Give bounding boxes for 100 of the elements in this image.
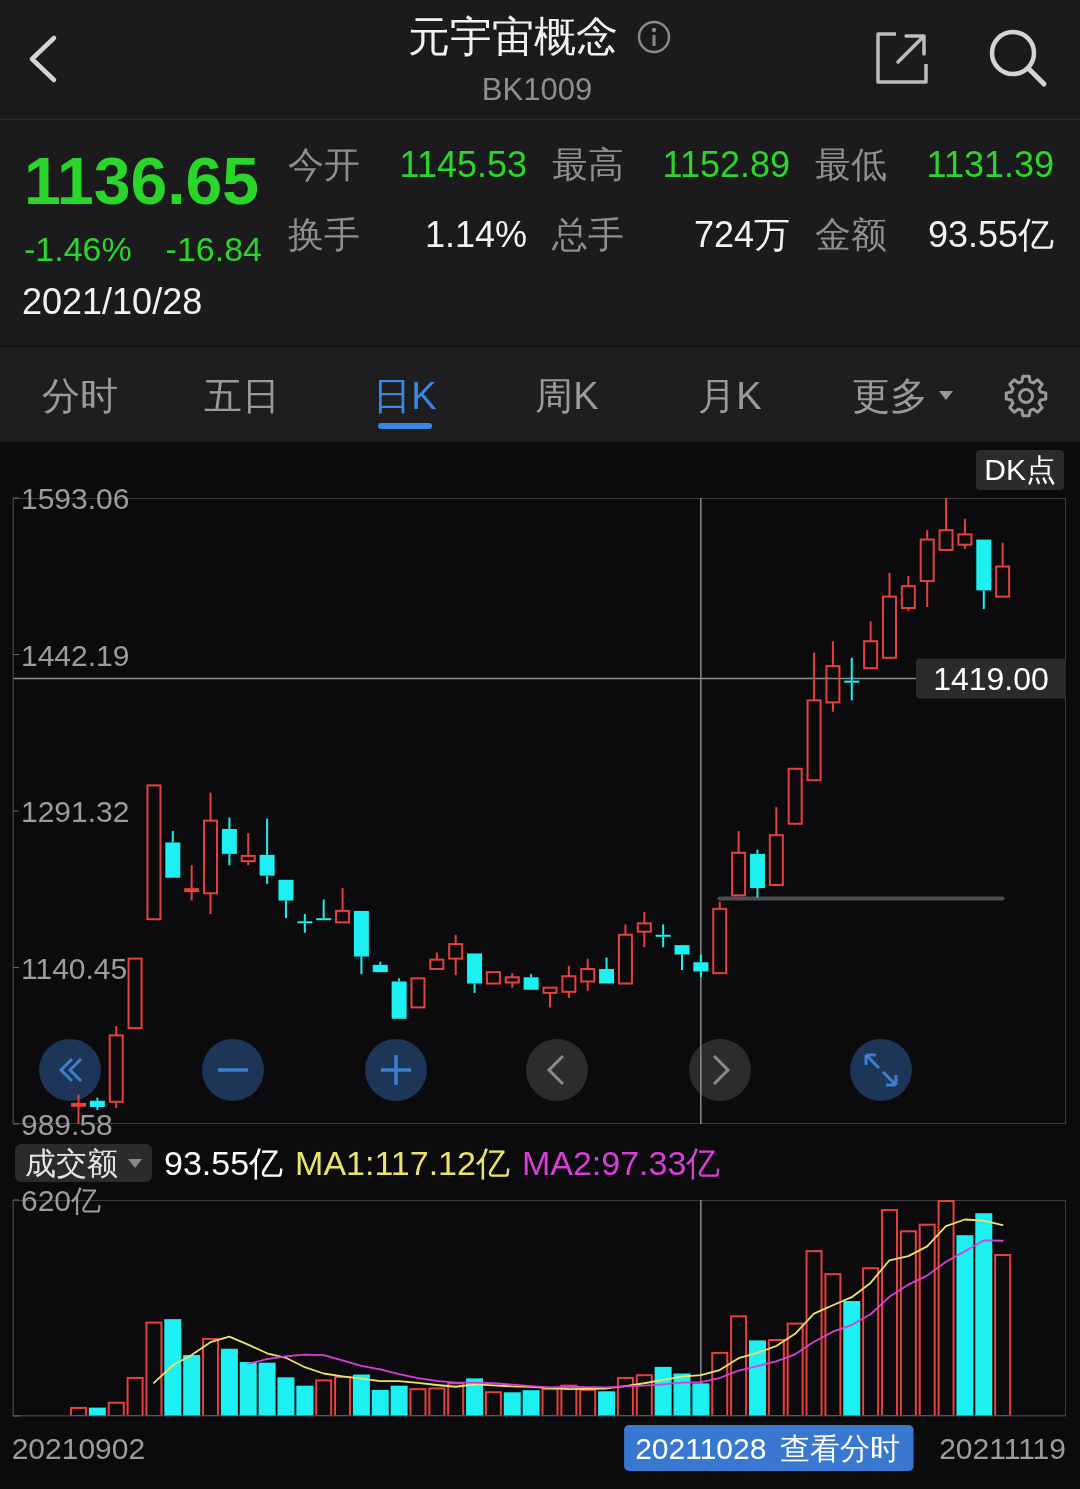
bar (654, 1366, 672, 1416)
text: 1.14% (424, 214, 527, 255)
candlestick (881, 571, 897, 659)
candlestick (599, 956, 615, 984)
bar (484, 1391, 502, 1416)
bar (767, 1339, 785, 1416)
dropdown-button: 成交额 (15, 1144, 152, 1182)
candlestick (749, 848, 765, 899)
bar (466, 1378, 484, 1416)
candlestick (806, 651, 822, 782)
candlestick (674, 945, 690, 972)
text: 分时 (42, 375, 118, 417)
candlestick (844, 656, 860, 702)
y-tick-label: 989.58 (21, 1107, 113, 1141)
bar (862, 1267, 880, 1416)
bar (371, 1389, 389, 1416)
candlestick (146, 784, 162, 921)
candlestick (693, 953, 709, 978)
candlestick (372, 960, 388, 973)
bar (880, 1209, 898, 1416)
bar (409, 1388, 427, 1416)
candlestick (542, 986, 558, 1009)
text: 查看分时 (779, 1431, 900, 1465)
text: MA2:97.33亿 (521, 1144, 721, 1182)
text: 周K (535, 375, 599, 417)
text: 1131.39 (926, 144, 1054, 185)
bar (786, 1322, 804, 1416)
candlestick (467, 953, 483, 994)
bar (730, 1315, 748, 1416)
candlestick (731, 830, 747, 897)
candlestick (278, 879, 294, 920)
candlestick (995, 541, 1011, 598)
candlestick (353, 910, 369, 976)
candlestick (410, 977, 426, 1009)
text: -1.46% (24, 230, 132, 268)
bar (334, 1375, 352, 1416)
bar (616, 1376, 634, 1416)
text: 总手 (552, 214, 624, 255)
candlestick (316, 898, 332, 921)
label-button: DK点 (976, 450, 1064, 490)
bar (239, 1362, 257, 1416)
x-tick-label: 20210902 (11, 1431, 146, 1465)
ref-line-label: 1419.00 (933, 660, 1049, 697)
candlestick (787, 767, 803, 825)
bar (748, 1340, 766, 1416)
text: 日K (373, 375, 437, 417)
text: 换手 (288, 214, 360, 255)
bar (183, 1355, 201, 1416)
text: 最低 (815, 144, 887, 185)
candlestick (976, 539, 992, 611)
candlestick (259, 817, 275, 885)
bar (635, 1374, 653, 1416)
bar (579, 1388, 597, 1416)
bar (164, 1319, 182, 1416)
text: 最高 (552, 144, 624, 185)
text: 1152.89 (662, 144, 790, 185)
x-tick-label: 20211028 (635, 1431, 767, 1465)
candlestick (221, 816, 237, 867)
text: 93.55亿 (927, 214, 1054, 255)
text: 更多 (852, 375, 928, 417)
bar (447, 1382, 465, 1416)
text: 五日 (204, 375, 280, 417)
y-tick-label: 1442.19 (21, 638, 130, 671)
bar (899, 1230, 917, 1416)
candlestick (485, 971, 501, 985)
bar (315, 1379, 333, 1416)
text: MA1:117.12亿 (295, 1144, 510, 1182)
candlestick (127, 957, 143, 1030)
text: 1145.53 (399, 144, 527, 185)
x-tick-label: 20211119 (939, 1431, 1066, 1465)
bar (503, 1392, 521, 1416)
bar (428, 1387, 446, 1416)
text: 今开 (288, 144, 360, 185)
bar (975, 1213, 993, 1416)
text: 724万 (693, 214, 790, 255)
text: -16.84 (165, 230, 262, 268)
candlestick (523, 973, 539, 990)
candlestick (919, 529, 935, 608)
bar (598, 1391, 616, 1416)
candlestick (335, 887, 351, 924)
bar (843, 1301, 861, 1416)
bar (296, 1385, 314, 1416)
candlestick (768, 806, 784, 886)
text: 2021/10/28 (22, 281, 203, 322)
bar (711, 1351, 729, 1416)
text: 元宇宙概念 (408, 13, 618, 60)
candlestick (203, 791, 219, 916)
text: BK1009 (481, 72, 593, 107)
candlestick (617, 923, 633, 985)
bar (202, 1337, 220, 1416)
candlestick (655, 923, 671, 949)
candlestick (429, 951, 445, 970)
candlestick (938, 498, 954, 551)
y-tick-label: 620亿 (21, 1183, 102, 1217)
bar (522, 1390, 540, 1416)
bar (956, 1235, 974, 1416)
candlestick (863, 620, 879, 670)
bar (220, 1348, 238, 1416)
candlestick (165, 830, 181, 878)
bar (937, 1200, 955, 1416)
